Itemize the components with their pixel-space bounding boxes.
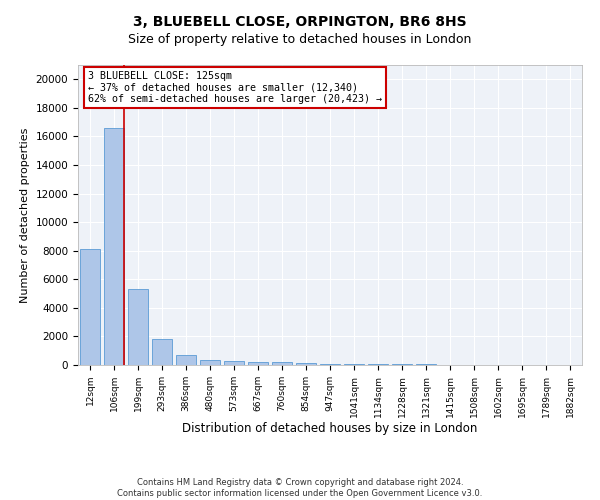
Text: Contains HM Land Registry data © Crown copyright and database right 2024.
Contai: Contains HM Land Registry data © Crown c… [118,478,482,498]
Text: 3, BLUEBELL CLOSE, ORPINGTON, BR6 8HS: 3, BLUEBELL CLOSE, ORPINGTON, BR6 8HS [133,15,467,29]
Bar [344,364,364,365]
Bar [176,355,196,365]
Text: 3 BLUEBELL CLOSE: 125sqm
← 37% of detached houses are smaller (12,340)
62% of se: 3 BLUEBELL CLOSE: 125sqm ← 37% of detach… [88,71,382,104]
Bar [80,250,100,365]
Bar [392,364,412,365]
Y-axis label: Number of detached properties: Number of detached properties [20,128,30,302]
Bar [296,363,316,365]
Bar [200,360,220,365]
Bar [368,364,388,365]
Bar [248,362,268,365]
Bar [128,290,148,365]
X-axis label: Distribution of detached houses by size in London: Distribution of detached houses by size … [182,422,478,436]
Bar [320,364,340,365]
Bar [440,364,460,365]
Bar [272,362,292,365]
Bar [224,361,244,365]
Bar [416,364,436,365]
Text: Size of property relative to detached houses in London: Size of property relative to detached ho… [128,32,472,46]
Bar [104,128,124,365]
Bar [152,340,172,365]
